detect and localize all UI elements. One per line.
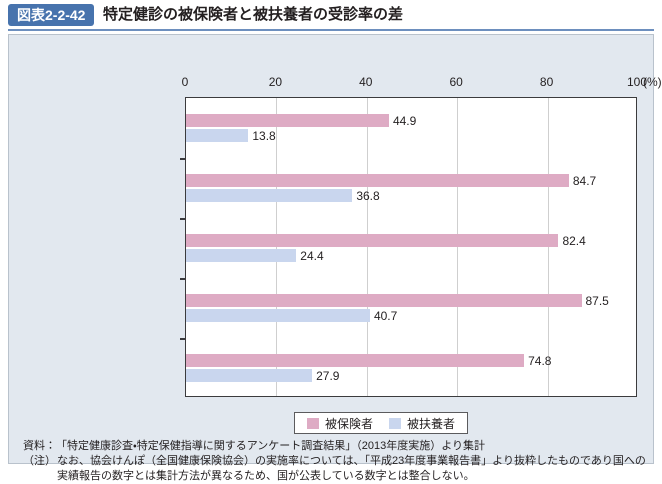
x-axis-tick-40: 40 xyxy=(359,75,373,89)
category-tickmark xyxy=(180,338,186,340)
footnote-note-text: なお、協会けんぽ（全国健康保険協会）の実施率については、「平成23年度事業報告書… xyxy=(57,455,646,482)
bar-dependent xyxy=(186,368,313,382)
bar-value-dependent: 24.4 xyxy=(300,248,324,263)
bar-value-dependent: 36.8 xyxy=(356,188,380,203)
footnote-source: 資料： 「特定健康診査・特定保健指導に関するアンケート調査結果」（2013年度実… xyxy=(23,439,655,454)
bar-value-insured: 74.8 xyxy=(528,354,552,369)
footnote-source-text: 「特定健康診査・特定保健指導に関するアンケート調査結果」（2013年度実施）より… xyxy=(56,440,486,452)
legend-swatch-dependent xyxy=(389,417,402,429)
legend-item-dependent: 被扶養者 xyxy=(389,415,455,432)
x-axis-tick-0: 0 xyxy=(181,75,189,89)
legend-label-insured: 被保険者 xyxy=(325,416,374,431)
chart-legend: 被保険者 被扶養者 xyxy=(294,412,469,434)
chart-panel: 0 20 40 60 80 100 (%) 全国健康保険協会44.913.8健康… xyxy=(8,34,662,482)
bar-dependent xyxy=(186,188,353,202)
figure-number-badge: 図表2-2-42 xyxy=(8,4,95,26)
title-divider xyxy=(8,29,654,31)
footnote-note: （注） なお、協会けんぽ（全国健康保険協会）の実施率については、「平成23年度事… xyxy=(23,454,655,484)
x-axis-unit-label: (%) xyxy=(643,75,662,89)
bar-dependent xyxy=(186,128,249,142)
footnote-note-tag: （注） xyxy=(23,455,56,467)
footnote-source-tag: 資料： xyxy=(23,440,56,452)
legend-item-insured: 被保険者 xyxy=(307,415,373,432)
x-axis-tick-100: 100 xyxy=(626,75,648,89)
category-tickmark xyxy=(180,278,186,280)
x-axis-tick-60: 60 xyxy=(449,75,463,89)
bar-value-insured: 84.7 xyxy=(572,174,597,189)
x-axis-tick-80: 80 xyxy=(539,75,554,89)
bar-insured xyxy=(186,174,569,188)
bar-insured xyxy=(186,114,389,128)
bar-insured xyxy=(186,234,559,248)
footnotes: 資料： 「特定健康診査・特定保健指導に関するアンケート調査結果」（2013年度実… xyxy=(23,439,655,484)
bar-value-insured: 87.5 xyxy=(585,294,609,309)
bar-insured xyxy=(186,294,582,308)
bar-value-insured: 82.4 xyxy=(562,234,586,249)
bar-value-dependent: 13.8 xyxy=(252,128,276,143)
bar-dependent xyxy=(186,248,297,262)
legend-label-dependent: 被扶養者 xyxy=(407,416,456,431)
bar-insured xyxy=(186,354,525,368)
category-tickmark xyxy=(180,218,186,220)
legend-swatch-insured xyxy=(307,417,319,429)
figure-title: 特定健診の被保険者と被扶養者の受診率の差 xyxy=(103,6,404,23)
plot-area: 全国健康保険協会44.913.8健康保険組合84.736.8国家公務員共済組合8… xyxy=(180,97,637,397)
figure-header: 図表2-2-42 特定健診の被保険者と被扶養者の受診率の差 xyxy=(0,0,662,31)
x-axis-tick-20: 20 xyxy=(268,75,283,89)
bar-value-dependent: 27.9 xyxy=(316,368,340,383)
bar-value-insured: 44.9 xyxy=(392,114,417,129)
category-tickmark xyxy=(180,158,186,160)
bar-dependent xyxy=(186,308,370,322)
bar-value-dependent: 40.7 xyxy=(373,308,398,323)
